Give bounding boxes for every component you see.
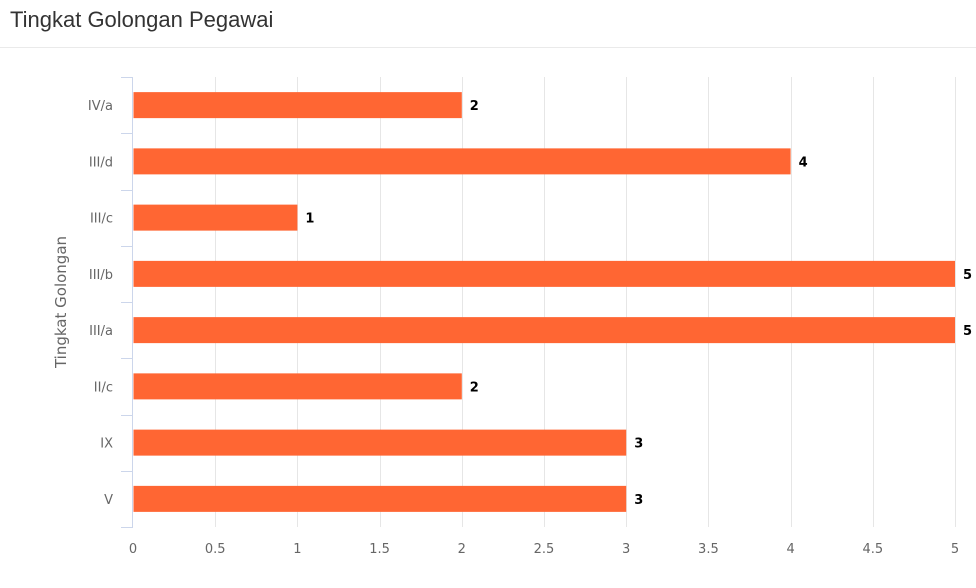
bar	[133, 260, 955, 287]
y-axis-title: Tingkat Golongan	[52, 236, 70, 369]
y-category-label: III/b	[89, 268, 113, 283]
data-label: 5	[963, 324, 972, 339]
bar	[133, 429, 627, 456]
bar	[133, 204, 298, 231]
bar	[133, 485, 627, 512]
axes	[121, 77, 133, 528]
y-category-label: IX	[100, 437, 113, 452]
x-tick-label: 3.5	[698, 542, 719, 557]
x-tick-label: 2.5	[534, 542, 555, 557]
x-tick-label: 4	[786, 542, 794, 557]
panel-header: Tingkat Golongan Pegawai	[0, 0, 976, 48]
y-category-label: III/a	[89, 324, 113, 339]
data-label: 3	[634, 493, 643, 508]
data-label: 2	[470, 380, 479, 395]
y-category-label: II/c	[94, 380, 113, 395]
bar	[133, 92, 462, 119]
labels: 0 0.5 1 1.5 2 2.5 3 3.5 4 4.5 5 IV/a 2 III/d 4 III/c 1 II…	[52, 99, 972, 557]
x-tick-label: 3	[622, 542, 630, 557]
y-category-label: III/c	[90, 212, 113, 227]
bar	[133, 373, 462, 400]
data-label: 3	[634, 437, 643, 452]
x-tick-label: 1	[293, 542, 301, 557]
y-category-label: V	[104, 493, 113, 508]
data-label: 2	[470, 99, 479, 114]
bar	[133, 148, 791, 175]
bar	[133, 317, 955, 344]
y-category-label: IV/a	[88, 99, 113, 114]
y-category-label: III/d	[89, 155, 113, 170]
grid-lines	[215, 77, 956, 527]
x-tick-label: 0	[129, 542, 137, 557]
data-label: 5	[963, 268, 972, 283]
x-tick-label: 0.5	[205, 542, 226, 557]
x-tick-label: 2	[458, 542, 466, 557]
bars	[133, 92, 955, 512]
x-tick-label: 5	[951, 542, 959, 557]
x-tick-label: 4.5	[862, 542, 883, 557]
x-tick-label: 1.5	[369, 542, 390, 557]
data-label: 4	[799, 155, 808, 170]
panel-title: Tingkat Golongan Pegawai	[10, 7, 274, 32]
data-label: 1	[305, 212, 314, 227]
